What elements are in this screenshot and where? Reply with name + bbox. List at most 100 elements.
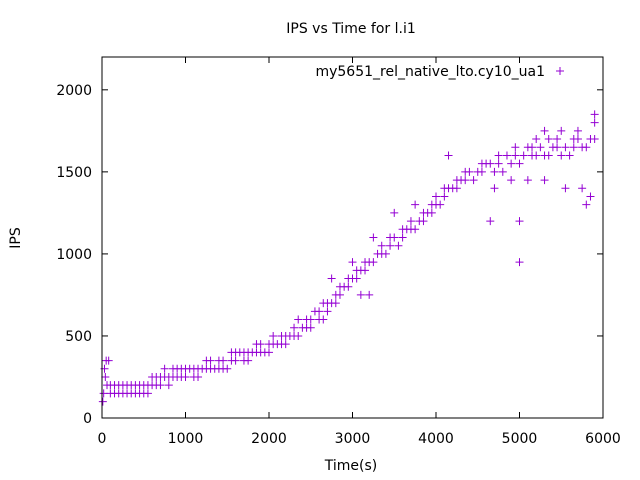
data-point	[519, 151, 528, 160]
data-point	[569, 143, 578, 152]
data-point	[436, 200, 445, 209]
data-point	[323, 299, 332, 308]
data-point	[227, 356, 236, 365]
data-point	[156, 372, 165, 381]
data-point	[114, 381, 123, 390]
data-point	[511, 151, 520, 160]
data-point	[528, 143, 537, 152]
data-point	[486, 159, 495, 168]
data-point	[440, 184, 449, 193]
data-point	[477, 159, 486, 168]
data-point	[590, 110, 599, 119]
data-point	[515, 258, 524, 267]
data-point	[231, 348, 240, 357]
data-point	[177, 364, 186, 373]
data-point	[561, 184, 570, 193]
y-tick-label: 1000	[56, 247, 92, 263]
data-point	[315, 315, 324, 324]
x-axis-label: Time(s)	[324, 458, 377, 474]
data-point	[123, 381, 132, 390]
data-point	[369, 258, 378, 267]
data-point	[306, 315, 315, 324]
data-point	[181, 372, 190, 381]
data-point	[377, 241, 386, 250]
data-point	[327, 274, 336, 283]
data-point	[381, 249, 390, 258]
y-tick-label: 2000	[56, 83, 92, 99]
data-point	[432, 192, 440, 201]
data-point	[490, 167, 499, 176]
axis-ticks: 0 1000 2000 3000 4000 5000 6000 0 500 1000 1500 200…	[56, 57, 621, 447]
y-axis-label: IPS	[8, 227, 24, 249]
data-point	[452, 184, 461, 193]
x-tick-label: 2000	[251, 431, 287, 447]
x-tick-label: 4000	[418, 431, 454, 447]
plot-points	[98, 110, 599, 406]
x-tick-label: 1000	[168, 431, 204, 447]
data-point	[536, 143, 545, 152]
data-point	[490, 184, 499, 193]
data-point	[398, 233, 407, 242]
data-point	[507, 159, 516, 168]
data-point	[532, 151, 541, 160]
data-point	[440, 192, 449, 201]
data-point	[586, 192, 595, 201]
data-point	[361, 258, 370, 267]
data-point	[419, 217, 428, 226]
y-tick-label: 0	[83, 411, 92, 427]
data-point	[553, 135, 562, 144]
data-point	[335, 282, 344, 291]
data-point	[565, 151, 574, 160]
data-point	[256, 340, 265, 349]
data-point	[569, 135, 578, 144]
data-point	[386, 241, 395, 250]
data-point	[356, 290, 365, 299]
data-point	[553, 143, 562, 152]
y-tick-label: 1500	[56, 165, 92, 181]
data-point	[557, 126, 566, 135]
data-point	[294, 315, 303, 324]
y-tick-label: 500	[65, 329, 92, 345]
data-point	[252, 348, 261, 357]
data-point	[557, 151, 566, 160]
data-point	[452, 176, 461, 185]
data-point	[290, 331, 299, 340]
data-point	[352, 266, 361, 275]
data-point	[118, 389, 127, 398]
data-point	[486, 217, 495, 226]
data-point	[511, 143, 520, 152]
data-point	[507, 176, 516, 185]
data-point	[106, 381, 115, 390]
data-point	[219, 356, 228, 365]
data-point	[411, 225, 420, 234]
data-point	[498, 167, 507, 176]
x-tick-label: 5000	[502, 431, 538, 447]
data-point	[544, 135, 553, 144]
x-tick-label: 3000	[335, 431, 371, 447]
data-point	[411, 200, 420, 209]
data-point	[110, 389, 119, 398]
data-point	[101, 372, 110, 381]
data-point	[239, 356, 248, 365]
data-point	[477, 167, 486, 176]
data-point	[515, 159, 524, 168]
data-point	[148, 372, 157, 381]
data-point	[544, 151, 553, 160]
legend-label: my5651_rel_native_lto.cy10_ua1	[315, 64, 545, 80]
data-point	[160, 364, 169, 373]
data-point	[515, 217, 524, 226]
data-point	[173, 372, 182, 381]
data-point	[406, 217, 415, 226]
data-point	[540, 176, 549, 185]
data-point	[202, 364, 211, 373]
data-point	[265, 348, 273, 357]
data-point	[444, 151, 453, 160]
data-point	[269, 331, 278, 340]
data-point	[361, 266, 370, 275]
data-point	[214, 364, 223, 373]
data-point	[302, 323, 311, 332]
data-point	[127, 389, 136, 398]
data-point	[331, 299, 340, 308]
data-point	[168, 364, 177, 373]
